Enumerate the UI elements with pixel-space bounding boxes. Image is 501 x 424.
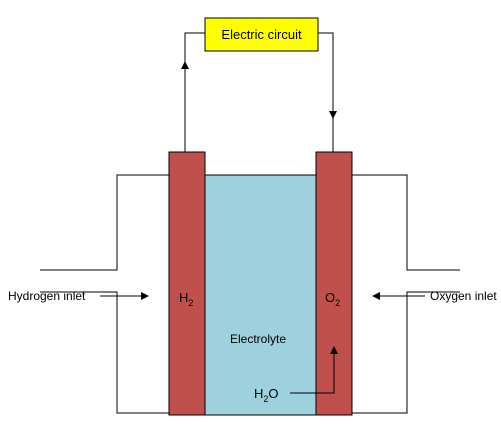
circuit-box: [204, 17, 319, 52]
circuit-label: Electric circuit: [221, 27, 302, 42]
water-h: H: [254, 386, 263, 401]
water-label: H2O: [254, 386, 279, 404]
wire-left: [184, 32, 205, 152]
water-arrow: [290, 346, 338, 394]
water-o: O: [268, 386, 278, 401]
anode-label: H2: [179, 290, 193, 308]
housing-left: [40, 174, 169, 414]
electrolyte-label: Electrolyte: [230, 332, 286, 346]
anode-subscript: 2: [188, 298, 193, 308]
electrolyte: [204, 174, 317, 416]
housing-right: [352, 174, 460, 414]
cathode-subscript: 2: [335, 298, 340, 308]
wire-right: [318, 32, 334, 152]
oxygen-inlet-label: Oxygen inlet: [430, 289, 497, 303]
anode-symbol: H: [179, 290, 188, 305]
hydrogen-inlet-label: Hydrogen inlet: [8, 289, 86, 303]
anode: [168, 151, 206, 416]
cathode-label: O2: [325, 290, 340, 308]
cathode-symbol: O: [325, 290, 335, 305]
water-subscript: 2: [263, 394, 268, 404]
